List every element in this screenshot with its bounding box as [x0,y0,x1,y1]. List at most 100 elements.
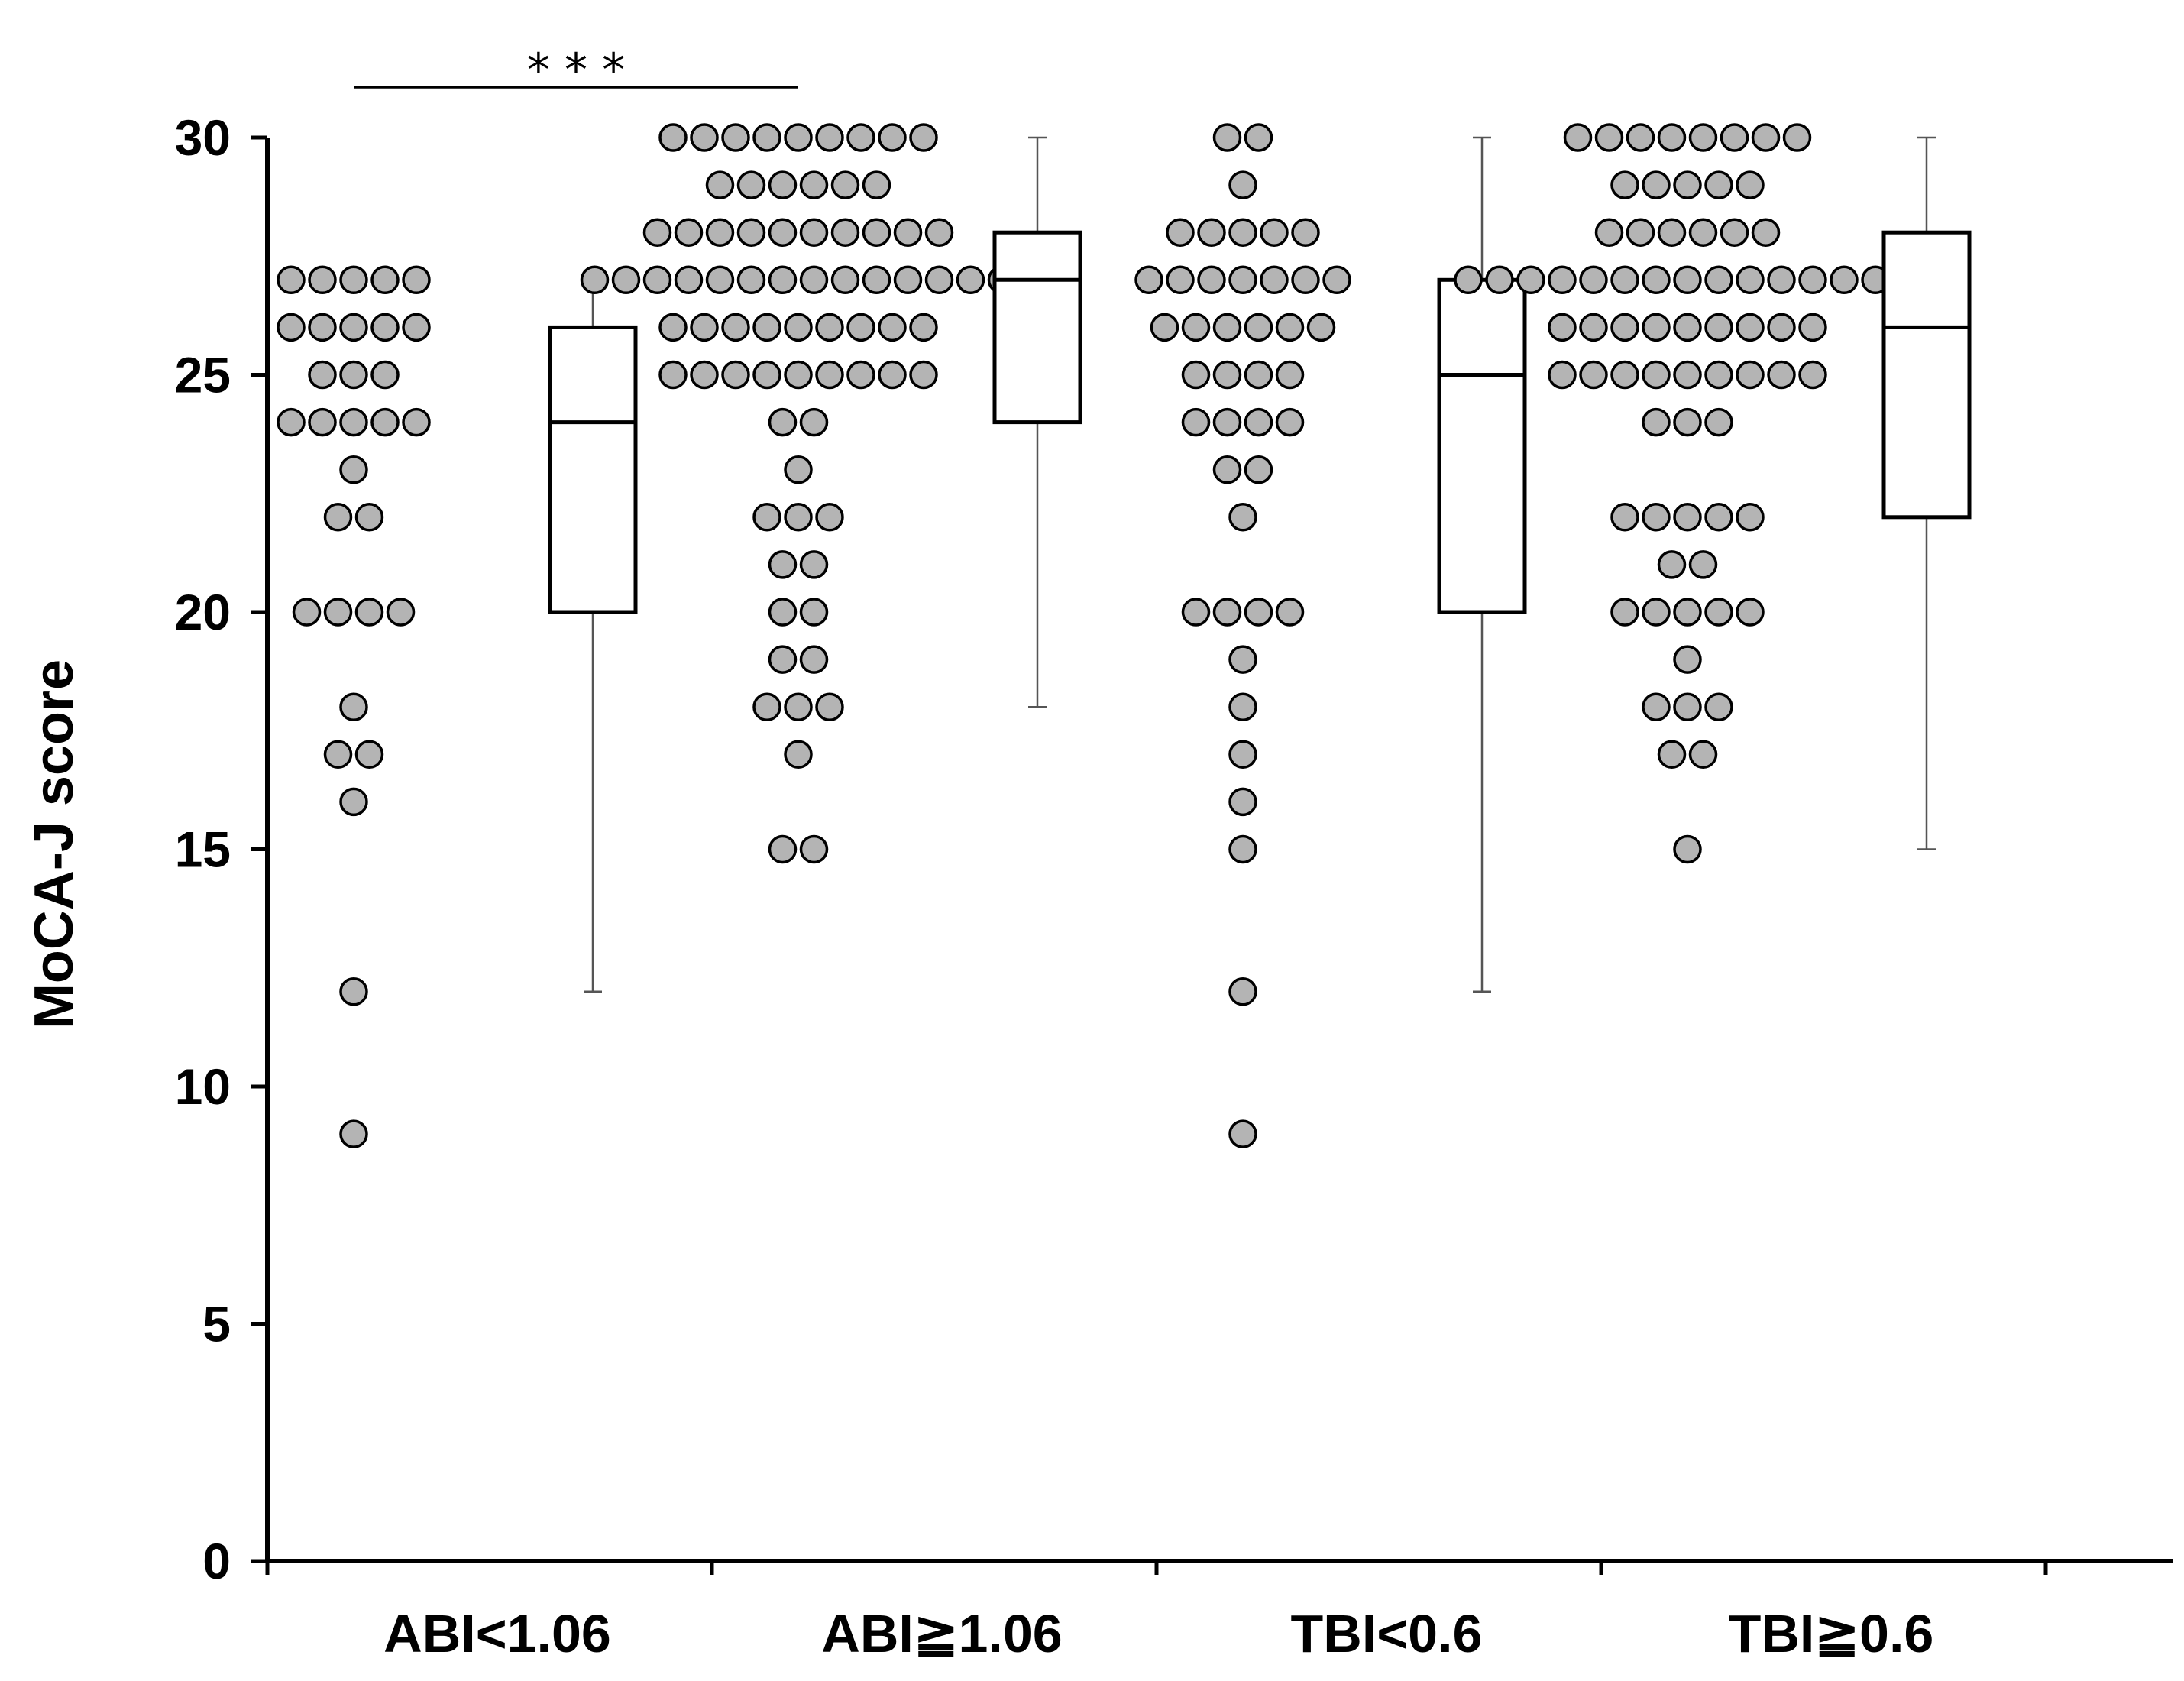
data-point [924,265,954,295]
data-point [658,313,688,342]
data-point [277,265,306,295]
y-axis: 0 5 10 15 20 25 30 [175,109,270,1589]
data-point [1244,360,1273,390]
data-point [752,123,781,152]
data-point [830,170,860,199]
data-point [1830,265,1859,295]
data-point [277,313,306,342]
data-point [1798,265,1827,295]
y-tick-label: 30 [175,109,231,166]
data-point [1610,503,1639,532]
data-point [1228,977,1257,1006]
data-point [1244,407,1273,437]
data-point [370,407,400,437]
data-point [830,265,860,295]
data-point [1673,313,1702,342]
data-point [1579,360,1608,390]
data-point [878,123,907,152]
data-point [1704,313,1733,342]
data-point [402,313,431,342]
data-point [1322,265,1351,295]
data-point [1704,503,1733,532]
y-tick-label: 5 [202,1296,231,1352]
data-point [1228,503,1257,532]
data-point [1720,218,1749,247]
data-point [1291,265,1320,295]
data-point [815,692,844,721]
data-point [292,598,322,627]
data-point [308,265,337,295]
data-point [339,407,368,437]
data-point [339,1119,368,1148]
data-point [784,455,813,484]
data-point [799,170,829,199]
data-point [799,645,829,674]
data-point [1704,598,1733,627]
data-point [1642,313,1671,342]
data-point [1688,740,1718,769]
data-point [721,123,750,152]
data-point [1150,313,1179,342]
data-point [1275,360,1305,390]
data-point [1736,313,1765,342]
data-point [784,692,813,721]
data-point [674,218,704,247]
data-point [862,265,891,295]
data-point [1736,170,1765,199]
data-point [784,740,813,769]
data-point [1212,407,1242,437]
data-point [909,360,938,390]
x-axis: ABI<1.06 ABI≧1.06 TBI<0.6 TBI≧0.6 [265,1559,2173,1663]
data-point [799,218,829,247]
data-point [1657,740,1687,769]
data-point [1228,170,1257,199]
y-axis-label: MoCA-J score [24,659,85,1029]
data-point [370,265,400,295]
data-point [339,455,368,484]
data-point [642,218,672,247]
data-point [815,360,844,390]
data-point [1260,265,1289,295]
data-point [924,218,954,247]
data-point [1228,265,1257,295]
data-point [799,834,829,864]
data-point [1197,218,1226,247]
data-point [893,218,923,247]
data-point [768,218,798,247]
data-point [339,265,368,295]
data-point [705,218,735,247]
data-point [402,265,431,295]
data-point [339,692,368,721]
data-point [308,407,337,437]
data-point [1736,360,1765,390]
y-tick-label: 10 [175,1058,231,1115]
data-point [784,123,813,152]
data-point [878,360,907,390]
data-point [1594,123,1624,152]
data-point [1228,787,1257,817]
data-point [308,313,337,342]
data-point [1181,360,1211,390]
data-point [1720,123,1749,152]
data-point [1181,313,1211,342]
data-point [1798,313,1827,342]
data-point [1782,123,1812,152]
data-point [799,407,829,437]
data-point [768,407,798,437]
data-point [1767,313,1796,342]
data-point [846,360,875,390]
data-point [1610,265,1639,295]
data-point [768,645,798,674]
data-point [846,123,875,152]
data-point [1244,598,1273,627]
data-point [1166,265,1195,295]
data-point [354,598,384,627]
data-point [846,313,875,342]
data-point [1579,313,1608,342]
data-point [1516,265,1545,295]
data-point [1275,407,1305,437]
plot-marks [277,123,1972,1148]
data-point [1688,550,1718,579]
data-point [339,360,368,390]
